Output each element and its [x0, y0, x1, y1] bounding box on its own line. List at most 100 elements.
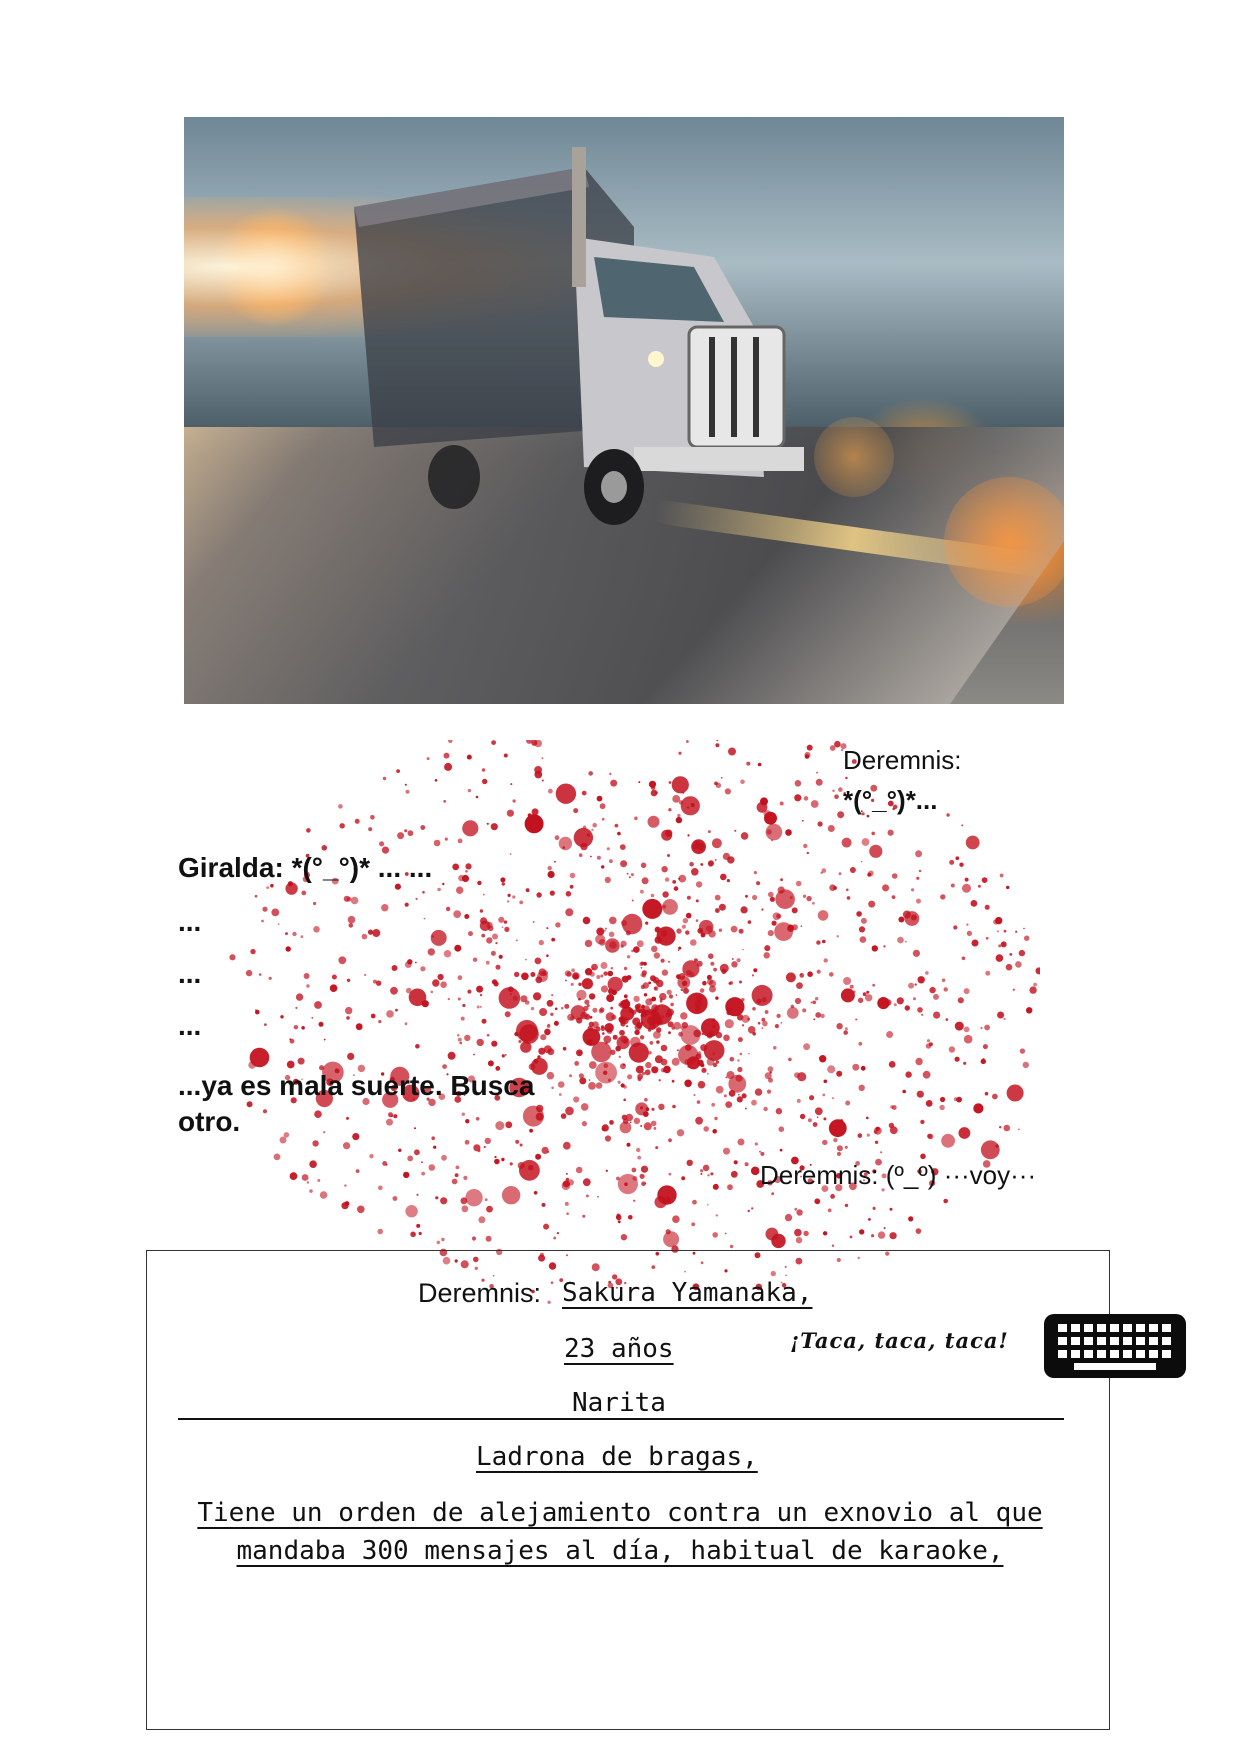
blood-drop [346, 978, 351, 982]
blood-drop [410, 1231, 416, 1238]
blood-drop [696, 960, 703, 967]
blood-drop [795, 1237, 803, 1244]
blood-drop [725, 1101, 733, 1108]
blood-drop [744, 1162, 749, 1167]
blood-drop [920, 1119, 925, 1125]
blood-drop [633, 995, 640, 1003]
ellipsis-line: ... [178, 958, 202, 989]
blood-drop [707, 830, 711, 834]
blood-drop [872, 1206, 876, 1210]
blood-drop [571, 968, 575, 973]
blood-drop [857, 1133, 863, 1138]
blood-drop [982, 1058, 985, 1061]
blood-drop [883, 1227, 886, 1230]
blood-drop [467, 788, 472, 793]
blood-drop [710, 1172, 714, 1176]
blood-drop [531, 808, 539, 816]
blood-drop [1012, 988, 1015, 991]
blood-drop [653, 952, 661, 959]
blood-drop [752, 1032, 756, 1036]
blood-drop [849, 1235, 853, 1239]
blood-drop [609, 1120, 614, 1125]
blood-drop [806, 895, 812, 902]
blood-drop [652, 1021, 656, 1025]
blood-drop [1006, 1084, 1024, 1102]
blood-drop [617, 1080, 621, 1084]
blood-drop [889, 1232, 897, 1240]
blood-drop [598, 1008, 604, 1014]
blood-drop [516, 1019, 538, 1042]
blood-drop [341, 1202, 349, 1210]
blood-drop [566, 971, 572, 977]
blood-drop [846, 896, 851, 900]
blood-drop [495, 964, 501, 970]
blood-drop [715, 1031, 723, 1039]
blood-drop [751, 1207, 754, 1210]
blood-drop [645, 921, 649, 925]
blood-drop [346, 1016, 350, 1020]
blood-drop [712, 1052, 716, 1056]
blood-drop [309, 1189, 313, 1193]
blood-drop [554, 1007, 558, 1011]
blood-drop [369, 1154, 374, 1159]
blood-drop [464, 1139, 470, 1145]
blood-drop [670, 1002, 674, 1007]
blood-drop [780, 878, 783, 882]
blood-drop [943, 1198, 948, 1204]
blood-drop [778, 1126, 785, 1132]
blood-drop [898, 916, 905, 923]
blood-drop [757, 762, 762, 767]
blood-drop [390, 986, 398, 995]
blood-drop [586, 833, 591, 837]
blood-drop [465, 863, 472, 870]
blood-drop [599, 1007, 605, 1013]
blood-drop [963, 1034, 973, 1044]
blood-drop [695, 881, 703, 888]
blood-drop [915, 1057, 923, 1066]
blood-drop [487, 925, 494, 932]
blood-drop [386, 1010, 394, 1018]
blood-drop [309, 1160, 317, 1168]
blood-drop [701, 1067, 707, 1073]
blood-drop [822, 1231, 828, 1236]
blood-drop [457, 838, 463, 844]
blood-drop [640, 966, 643, 969]
blood-drop [514, 1031, 519, 1037]
blood-drop [971, 939, 979, 947]
blood-drop [588, 1021, 594, 1027]
blood-drop [724, 788, 731, 795]
blood-drop [858, 926, 866, 933]
blood-drop [911, 888, 915, 892]
blood-drop [715, 996, 719, 1000]
ellipsis-line: ... [178, 1010, 202, 1041]
blood-drop [737, 1014, 744, 1021]
blood-drop [455, 1165, 460, 1170]
blood-drop [441, 1154, 447, 1161]
blood-drop [1015, 961, 1022, 968]
blood-drop [621, 1017, 629, 1025]
blood-drop [626, 1025, 629, 1028]
blood-drop [680, 796, 700, 816]
blood-drop [795, 880, 802, 887]
blood-drop [896, 997, 904, 1005]
typing-sound-effect: ¡Taca, taca, taca! [790, 1328, 1009, 1353]
blood-drop [347, 915, 356, 924]
blood-drop [807, 971, 813, 977]
blood-drop [531, 740, 538, 746]
blood-drop [639, 962, 644, 966]
blood-drop [751, 974, 755, 977]
blood-drop [428, 1164, 436, 1171]
blood-drop [729, 1056, 735, 1062]
blood-drop [416, 1223, 421, 1228]
blood-drop [553, 1020, 559, 1026]
blood-drop [404, 902, 409, 907]
blood-drop [730, 1170, 738, 1178]
blood-drop [676, 928, 682, 934]
blood-drop [737, 1059, 740, 1062]
blood-drop [891, 1105, 897, 1110]
blood-drop [421, 1161, 423, 1163]
blood-drop [576, 1017, 583, 1024]
blood-drop [301, 890, 307, 896]
blood-drop [773, 1046, 777, 1050]
blood-drop [533, 992, 542, 1001]
